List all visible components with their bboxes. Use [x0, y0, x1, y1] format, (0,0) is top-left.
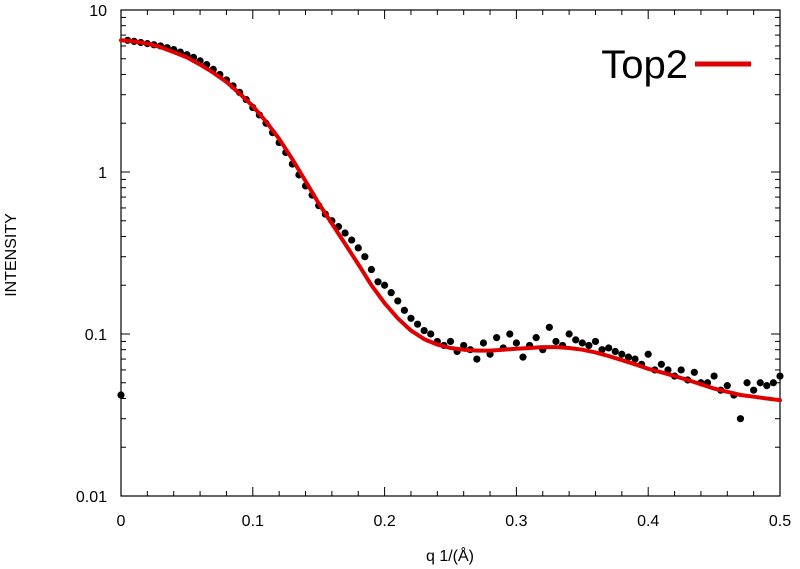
data-point [776, 372, 784, 380]
data-point [624, 353, 633, 361]
data-point [578, 339, 586, 347]
y-tick-label: 1 [98, 165, 107, 182]
x-tick-label: 0.3 [505, 513, 527, 530]
data-point [387, 289, 395, 297]
data-point [657, 360, 665, 368]
y-tick-label: 0.01 [76, 489, 107, 506]
data-point [545, 323, 553, 331]
x-tick-label: 0 [117, 513, 126, 530]
data-point [763, 382, 771, 390]
data-point [473, 355, 481, 363]
fit-curve-top2 [119, 38, 782, 403]
y-tick-label: 0.1 [85, 327, 107, 344]
data-point [618, 350, 626, 358]
data-point [769, 379, 778, 387]
data-point [723, 382, 731, 390]
data-point [420, 326, 428, 335]
data-point [407, 314, 415, 322]
data-point [446, 337, 455, 346]
data-point [677, 366, 685, 374]
data-point [479, 339, 488, 347]
data-point [631, 355, 639, 363]
data-point [611, 347, 619, 356]
data-point [750, 386, 758, 394]
plot-frame [120, 9, 781, 497]
data-point [756, 379, 764, 387]
data-point [605, 344, 613, 352]
data-point [572, 336, 580, 344]
x-tick-label: 0.4 [637, 513, 659, 530]
data-point [736, 415, 745, 423]
data-points [117, 36, 784, 423]
x-tick-label: 0.2 [373, 513, 395, 530]
data-point [381, 281, 389, 289]
data-point [506, 330, 514, 338]
data-point [512, 339, 521, 347]
data-point [585, 341, 593, 350]
data-point [532, 334, 540, 342]
data-point [361, 253, 369, 261]
legend-label-top2: Top2 [601, 43, 688, 87]
data-point [394, 297, 402, 305]
data-point [743, 379, 751, 387]
data-point [354, 244, 362, 252]
y-axis-title: INTENSITY [3, 213, 20, 297]
data-point [591, 337, 600, 346]
data-point [710, 372, 718, 380]
y-tick-label: 10 [89, 3, 107, 20]
data-point [598, 346, 606, 354]
x-axis-ticks: 0 0.1 0.2 0.3 0.4 0.5 [117, 10, 791, 530]
data-point [348, 236, 356, 244]
fit-curve-layer [119, 38, 782, 403]
plot-border [120, 9, 781, 497]
data-point [374, 278, 382, 286]
data-point [519, 353, 527, 361]
x-tick-label: 0.5 [769, 513, 791, 530]
data-point [341, 229, 349, 237]
data-point [493, 334, 501, 342]
legend: Top2 [601, 43, 751, 87]
data-point [367, 265, 376, 274]
data-point [690, 368, 698, 376]
x-axis-title: q 1/(Å) [426, 546, 474, 565]
data-point [565, 330, 573, 338]
data-point [644, 350, 652, 358]
data-point [552, 337, 560, 346]
data-point [117, 391, 125, 399]
data-point [427, 330, 435, 338]
data-point [460, 341, 468, 350]
data-point [413, 320, 422, 328]
data-point [400, 306, 408, 314]
x-tick-label: 0.1 [242, 513, 264, 530]
